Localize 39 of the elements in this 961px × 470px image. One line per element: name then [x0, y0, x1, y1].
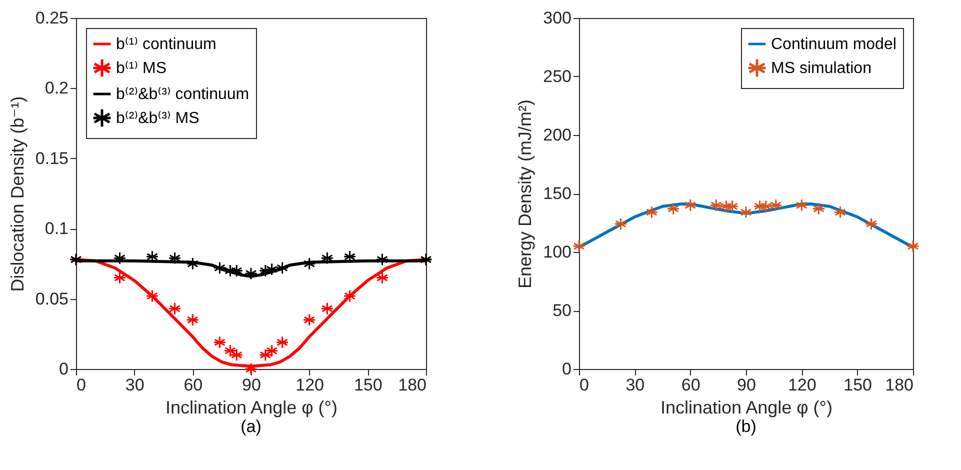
- legend-label: b⁽¹⁾ MS: [116, 60, 167, 77]
- y-tick-label: 0.05: [35, 289, 68, 308]
- x-axis-title: Inclination Angle φ (°): [660, 398, 832, 418]
- x-tick-label: 0: [580, 376, 589, 394]
- x-tick-label: 0: [76, 376, 86, 394]
- text: (b): [736, 417, 756, 436]
- y-tick-label: 200: [543, 126, 572, 144]
- y-tick-label: 100: [543, 242, 572, 262]
- y-axis-title: Energy Density (mJ/m²): [515, 99, 536, 289]
- x-tick-label: 30: [626, 376, 645, 394]
- y-tick-label: 50: [552, 301, 572, 320]
- x-tick-label: 180: [398, 376, 426, 394]
- legend-label: b⁽²⁾&b⁽³⁾ MS: [116, 110, 200, 127]
- y-tick-label: 150: [543, 184, 572, 203]
- x-tick-label: 60: [681, 376, 700, 394]
- y-tick-label: 300: [543, 8, 572, 28]
- x-tick-label: 120: [296, 376, 324, 394]
- y-axis-title: Dislocation Density (b⁻¹): [7, 96, 28, 292]
- x-tick-label: 90: [242, 376, 261, 394]
- x-tick-label: 120: [788, 376, 816, 394]
- x-tick-label: 30: [125, 376, 144, 394]
- y-tick-label: 0.1: [44, 219, 68, 238]
- y-tick-label: 250: [543, 67, 572, 86]
- y-tick-label: 0: [562, 360, 572, 378]
- legend-label: Continuum model: [771, 36, 896, 53]
- x-tick-label: 90: [737, 376, 756, 394]
- y-tick-label: 0: [59, 360, 68, 378]
- y-tick-label: 0.25: [35, 8, 68, 28]
- legend-label: b⁽²⁾&b⁽³⁾ continuum: [116, 86, 250, 103]
- x-tick-label: 180: [885, 376, 914, 394]
- legend-label: b⁽¹⁾ continuum: [116, 36, 216, 53]
- x-tick-label: 60: [184, 376, 203, 394]
- x-axis-title: Inclination Angle φ (°): [166, 398, 338, 418]
- legend-label: MS simulation: [771, 60, 872, 77]
- x-tick-label: 150: [354, 376, 382, 394]
- text: (a): [240, 417, 262, 436]
- x-tick-label: 150: [844, 376, 872, 394]
- y-tick-label: 0.2: [44, 78, 68, 98]
- y-tick-label: 0.15: [35, 148, 68, 168]
